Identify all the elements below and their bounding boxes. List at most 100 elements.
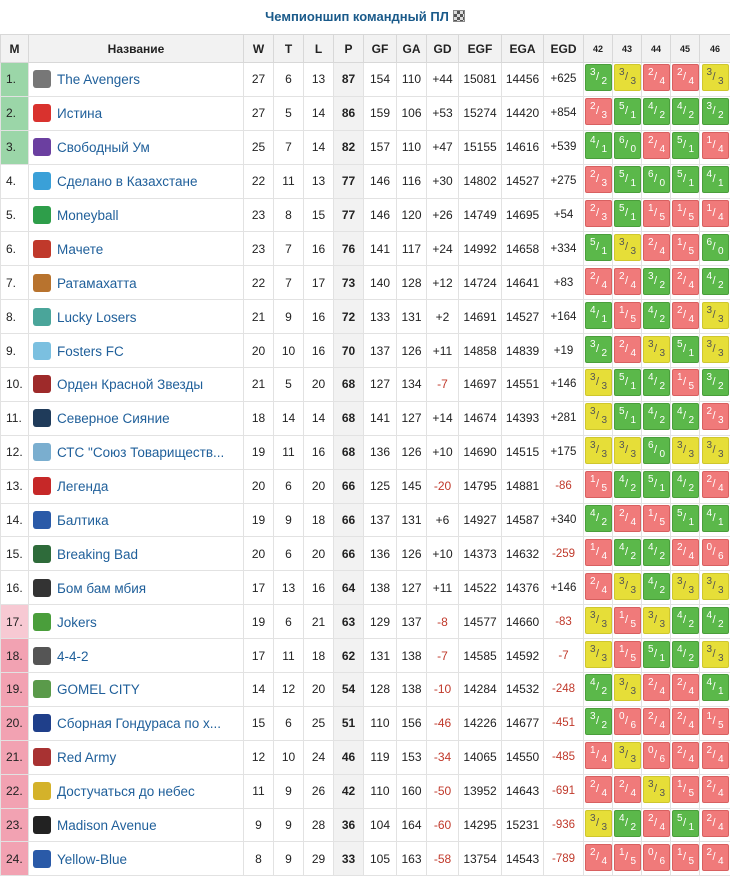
match-result-chip[interactable]: 4/2 — [643, 369, 670, 397]
match-result-chip[interactable]: 2/4 — [643, 810, 670, 838]
match-result-chip[interactable]: 2/4 — [672, 64, 699, 92]
match-result-chip[interactable]: 4/2 — [585, 505, 612, 533]
match-result-chip[interactable]: 2/4 — [701, 810, 729, 838]
match-result-chip[interactable]: 1/4 — [701, 200, 729, 227]
match-result-chip[interactable]: 0/6 — [701, 538, 729, 566]
team-name-cell[interactable]: Бом бам мбия — [28, 570, 244, 606]
match-result-chip[interactable]: 4/1 — [585, 132, 612, 160]
team-name-cell[interactable]: Ратамахатта — [28, 265, 244, 301]
team-name-link[interactable]: Jokers — [57, 614, 97, 630]
team-name-cell[interactable]: Breaking Bad — [28, 536, 244, 572]
match-result-chip[interactable]: 3/3 — [614, 64, 641, 92]
match-result-chip[interactable]: 2/4 — [585, 776, 612, 804]
team-name-link[interactable]: Северное Сияние — [57, 411, 170, 427]
col-round-43[interactable]: 43 — [612, 34, 642, 63]
team-name-link[interactable]: Madison Avenue — [57, 818, 157, 834]
match-result-chip[interactable]: 4/2 — [643, 98, 670, 126]
match-result-chip[interactable]: 5/1 — [614, 369, 641, 397]
match-result-chip[interactable]: 1/5 — [672, 776, 699, 804]
team-name-cell[interactable]: 4-4-2 — [28, 638, 244, 674]
match-result-chip[interactable]: 3/3 — [585, 606, 612, 634]
match-result-chip[interactable]: 2/4 — [643, 708, 670, 736]
match-result-chip[interactable]: 1/5 — [614, 606, 641, 634]
match-result-chip[interactable]: 2/4 — [585, 572, 612, 600]
team-name-cell[interactable]: Fosters FC — [28, 333, 244, 369]
match-result-chip[interactable]: 2/4 — [701, 471, 729, 499]
match-result-chip[interactable]: 2/3 — [585, 98, 612, 126]
match-result-chip[interactable]: 1/5 — [614, 843, 641, 871]
match-result-chip[interactable]: 5/1 — [614, 403, 641, 431]
team-name-cell[interactable]: Moneyball — [28, 197, 244, 233]
team-name-cell[interactable]: Red Army — [28, 739, 244, 775]
match-result-chip[interactable]: 2/4 — [672, 674, 699, 702]
match-result-chip[interactable]: 2/4 — [643, 233, 670, 261]
match-result-chip[interactable]: 1/4 — [701, 132, 729, 160]
match-result-chip[interactable]: 4/2 — [672, 98, 699, 126]
match-result-chip[interactable]: 5/1 — [672, 335, 699, 363]
match-result-chip[interactable]: 1/5 — [643, 505, 670, 533]
col-gd[interactable]: GD — [426, 34, 459, 63]
team-name-cell[interactable]: The Avengers — [28, 62, 244, 97]
match-result-chip[interactable]: 2/4 — [643, 64, 670, 92]
team-name-link[interactable]: Сборная Гондураса по х... — [57, 716, 221, 732]
team-name-link[interactable]: Балтика — [57, 513, 109, 529]
match-result-chip[interactable]: 2/4 — [643, 132, 670, 160]
match-result-chip[interactable]: 3/3 — [585, 437, 612, 465]
match-result-chip[interactable]: 2/4 — [585, 843, 612, 871]
team-name-cell[interactable]: Сделано в Казахстане — [28, 163, 244, 199]
match-result-chip[interactable]: 5/1 — [672, 810, 699, 838]
match-result-chip[interactable]: 3/2 — [701, 369, 729, 397]
match-result-chip[interactable]: 6/0 — [643, 166, 670, 194]
team-name-cell[interactable]: Легенда — [28, 468, 244, 504]
match-result-chip[interactable]: 3/2 — [701, 98, 729, 126]
match-result-chip[interactable]: 0/6 — [643, 843, 670, 871]
match-result-chip[interactable]: 2/4 — [672, 742, 699, 770]
team-name-link[interactable]: Yellow-Blue — [57, 851, 128, 867]
match-result-chip[interactable]: 1/4 — [585, 538, 612, 566]
match-result-chip[interactable]: 3/3 — [614, 437, 641, 465]
team-name-cell[interactable]: Достучаться до небес — [28, 773, 244, 809]
team-name-link[interactable]: The Avengers — [57, 72, 141, 88]
match-result-chip[interactable]: 2/3 — [585, 200, 612, 227]
match-result-chip[interactable]: 2/4 — [672, 538, 699, 566]
col-t[interactable]: T — [273, 34, 304, 63]
team-name-link[interactable]: Сделано в Казахстане — [57, 174, 198, 190]
match-result-chip[interactable]: 3/3 — [701, 572, 729, 600]
match-result-chip[interactable]: 0/6 — [614, 708, 641, 736]
match-result-chip[interactable]: 0/6 — [643, 742, 670, 770]
match-result-chip[interactable]: 5/1 — [672, 166, 699, 194]
team-name-cell[interactable]: GOMEL CITY — [28, 672, 244, 707]
match-result-chip[interactable]: 3/2 — [643, 267, 670, 295]
match-result-chip[interactable]: 3/3 — [643, 606, 670, 634]
team-name-link[interactable]: Бом бам мбия — [57, 580, 147, 596]
match-result-chip[interactable]: 4/2 — [701, 606, 729, 634]
team-name-link[interactable]: Орден Красной Звезды — [57, 377, 204, 393]
match-result-chip[interactable]: 4/2 — [643, 572, 670, 600]
team-name-cell[interactable]: Jokers — [28, 604, 244, 640]
match-result-chip[interactable]: 3/3 — [614, 742, 641, 770]
team-name-link[interactable]: Легенда — [57, 479, 109, 495]
match-result-chip[interactable]: 3/3 — [701, 301, 729, 329]
col-w[interactable]: W — [243, 34, 274, 63]
col-pos[interactable]: M — [0, 34, 29, 63]
match-result-chip[interactable]: 2/4 — [701, 742, 729, 770]
match-result-chip[interactable]: 5/1 — [614, 98, 641, 126]
match-result-chip[interactable]: 2/4 — [614, 267, 641, 295]
match-result-chip[interactable]: 4/2 — [614, 810, 641, 838]
match-result-chip[interactable]: 4/2 — [672, 471, 699, 499]
match-result-chip[interactable]: 1/5 — [585, 471, 612, 499]
col-ga[interactable]: GA — [396, 34, 427, 63]
team-name-cell[interactable]: СТС "Союз Товариществ... — [28, 434, 244, 470]
match-result-chip[interactable]: 1/5 — [701, 708, 729, 736]
col-p[interactable]: P — [333, 34, 364, 63]
match-result-chip[interactable]: 4/1 — [585, 301, 612, 329]
match-result-chip[interactable]: 5/1 — [643, 640, 670, 668]
match-result-chip[interactable]: 4/2 — [614, 538, 641, 566]
team-name-cell[interactable]: Балтика — [28, 502, 244, 538]
team-name-cell[interactable]: Мачете — [28, 231, 244, 267]
match-result-chip[interactable]: 3/3 — [701, 64, 729, 92]
match-result-chip[interactable]: 2/3 — [701, 403, 729, 431]
match-result-chip[interactable]: 1/5 — [672, 369, 699, 397]
team-name-cell[interactable]: Lucky Losers — [28, 299, 244, 335]
match-result-chip[interactable]: 4/1 — [701, 166, 729, 194]
